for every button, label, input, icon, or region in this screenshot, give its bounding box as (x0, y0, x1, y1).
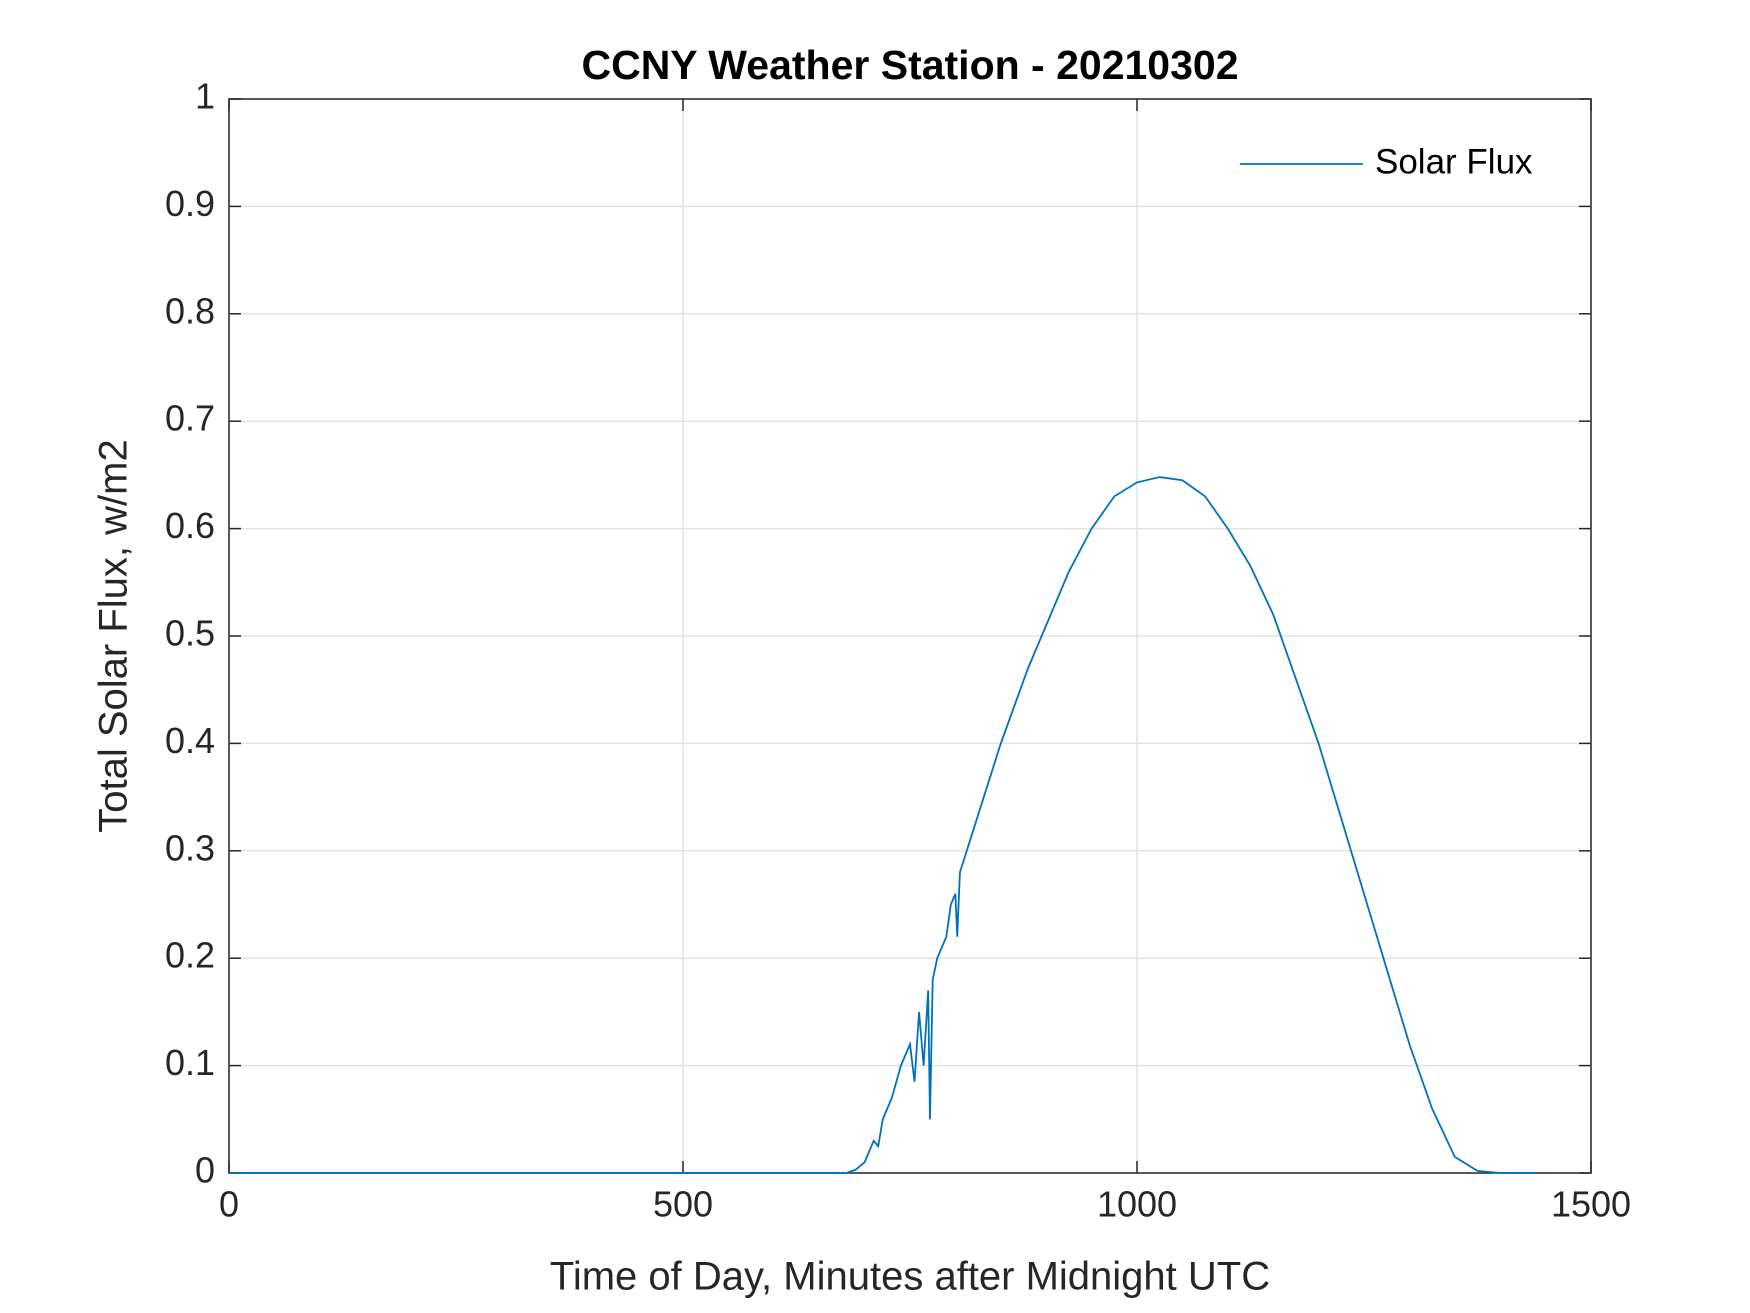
y-tick-label: 1 (195, 76, 215, 117)
x-tick-label: 500 (653, 1184, 713, 1225)
legend-label: Solar Flux (1375, 142, 1533, 181)
plot-frame (228, 98, 1592, 1174)
y-tick-label: 0.1 (165, 1042, 215, 1083)
y-tick-label: 0.8 (165, 290, 215, 331)
x-axis-label: Time of Day, Minutes after Midnight UTC (550, 1255, 1270, 1299)
y-axis-label: Total Solar Flux, w/m2 (92, 439, 136, 832)
y-tick-label: 0 (195, 1150, 215, 1191)
x-tick-label: 1000 (1097, 1184, 1177, 1225)
y-tick-label: 0.9 (165, 183, 215, 224)
x-tick-label: 1500 (1551, 1184, 1631, 1225)
y-tick-label: 0.3 (165, 827, 215, 868)
y-tick-label: 0.5 (165, 613, 215, 654)
y-tick-label: 0.2 (165, 935, 215, 976)
chart-title: CCNY Weather Station - 20210302 (581, 42, 1238, 88)
x-tick-label: 0 (219, 1184, 239, 1225)
y-tick-label: 0.7 (165, 398, 215, 439)
y-tick-label: 0.4 (165, 720, 215, 761)
line-series (229, 476, 1537, 1174)
y-tick-label: 0.6 (165, 505, 215, 546)
